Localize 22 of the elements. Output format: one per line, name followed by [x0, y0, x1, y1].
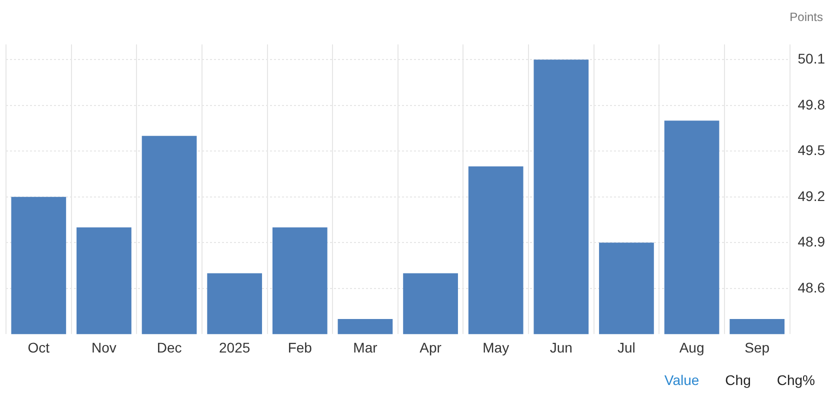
x-tick-label: Jul: [618, 339, 636, 356]
x-tick-label: Oct: [28, 339, 50, 356]
y-tick-label: 50.1: [798, 50, 826, 67]
text: Chg: [725, 372, 751, 388]
x-tick-label: 2025: [219, 339, 250, 356]
y-tick-label: 49.8: [798, 96, 826, 112]
y-tick-label: 49.2: [798, 188, 826, 204]
x-tick-label: Nov: [92, 339, 116, 356]
x-tick-label: Sep: [744, 339, 770, 356]
text: Value: [664, 372, 700, 388]
y-axis-title: Points: [790, 10, 823, 24]
x-tick-label: Feb: [288, 339, 312, 356]
x-tick-label: Dec: [156, 339, 182, 356]
x-tick-label: May: [482, 339, 510, 356]
y-tick-label: 48.9: [798, 234, 826, 250]
y-tick-label: 49.5: [798, 142, 826, 158]
x-tick-label: Jun: [550, 339, 572, 356]
x-tick-label: Aug: [679, 339, 704, 356]
x-tick-label: Apr: [420, 339, 442, 356]
y-tick-label: 48.6: [798, 279, 826, 296]
text: Chg%: [776, 372, 815, 388]
x-tick-label: Mar: [353, 339, 378, 356]
